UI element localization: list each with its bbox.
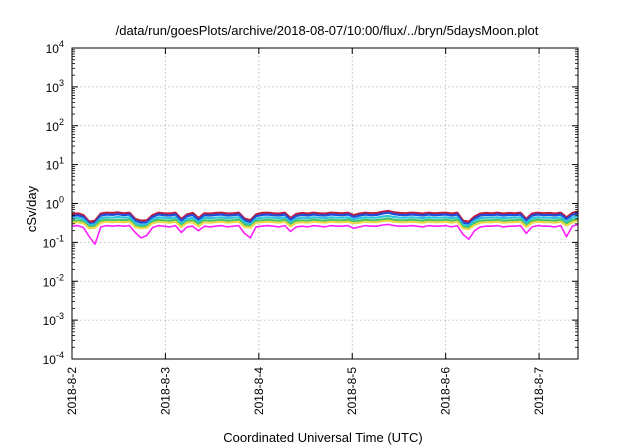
x-tick-label: 2018-8-5 [345,367,359,415]
x-tick-label: 2018-8-6 [439,367,453,415]
series-line-4 [71,217,579,229]
x-tick-label: 2018-8-3 [158,367,172,415]
y-tick-label: 101 [46,156,64,173]
y-tick-label: 104 [46,39,64,56]
y-tick-label: 100 [46,195,64,212]
y-tick-label: 10-3 [43,311,64,328]
series-line-1 [71,209,579,223]
y-tick-label: 10-2 [43,272,64,289]
y-ticks: 10-4 10-3 10-2 10-1 100 101 102 103 104 [43,39,578,367]
series-line-3 [71,214,579,227]
x-tick-label: 2018-8-7 [532,367,546,415]
y-tick-label: 10-4 [43,350,64,367]
series-line-2 [71,211,579,225]
grid [72,48,578,359]
x-tick-label: 2018-8-4 [252,367,266,415]
chart-title: /data/run/goesPlots/archive/2018-08-07/1… [116,23,539,38]
series-line-6 [71,223,579,245]
x-tick-label: 2018-8-2 [65,367,79,415]
x-ticks: 2018-8-2 2018-8-3 2018-8-4 2018-8-5 2018-8-6… [65,48,546,415]
y-tick-label: 10-1 [43,233,64,250]
series-layer [71,209,579,245]
y-tick-label: 103 [46,78,64,95]
series-line-5 [71,219,579,231]
y-tick-label: 102 [46,117,64,134]
y-axis-label: cSv/day [24,185,39,232]
x-axis-label: Coordinated Universal Time (UTC) [223,430,422,445]
